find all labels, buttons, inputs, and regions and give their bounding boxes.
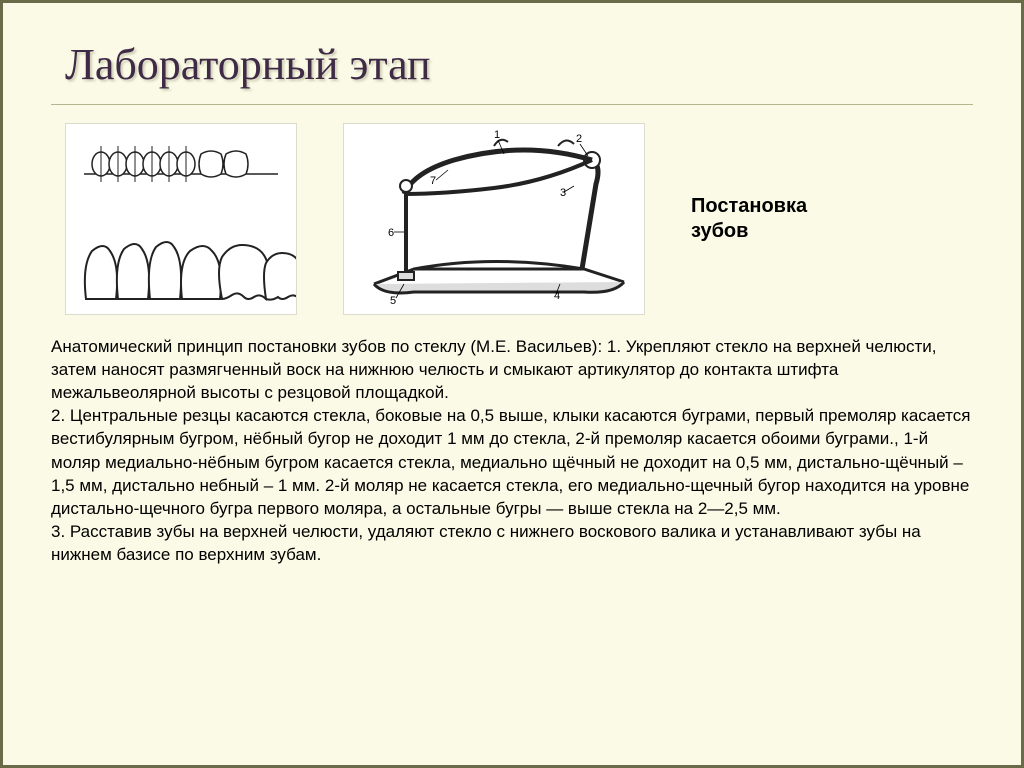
figure-articulator: 1 2 3 4 5 6 7 bbox=[343, 123, 645, 315]
slide-frame: Лабораторный этап bbox=[0, 0, 1024, 768]
figure-row: 1 2 3 4 5 6 7 bbox=[51, 123, 973, 321]
figure-subtitle: Постановка зубов bbox=[691, 194, 861, 244]
svg-text:1: 1 bbox=[494, 129, 500, 141]
svg-text:3: 3 bbox=[560, 187, 566, 199]
svg-text:2: 2 bbox=[576, 133, 582, 145]
figure-teeth-schematic bbox=[65, 123, 297, 315]
svg-text:7: 7 bbox=[430, 175, 436, 187]
slide-title: Лабораторный этап bbox=[51, 29, 973, 105]
svg-text:5: 5 bbox=[390, 295, 396, 307]
body-text: Анатомический принцип постановки зубов п… bbox=[51, 331, 973, 566]
svg-text:6: 6 bbox=[388, 227, 394, 239]
paragraph-3: 3. Расставив зубы на верхней челюсти, уд… bbox=[51, 520, 973, 566]
paragraph-2: 2. Центральные резцы касаются стекла, бо… bbox=[51, 404, 973, 520]
slide-inner: Лабораторный этап bbox=[51, 29, 973, 747]
paragraph-1: Анатомический принцип постановки зубов п… bbox=[51, 335, 973, 404]
